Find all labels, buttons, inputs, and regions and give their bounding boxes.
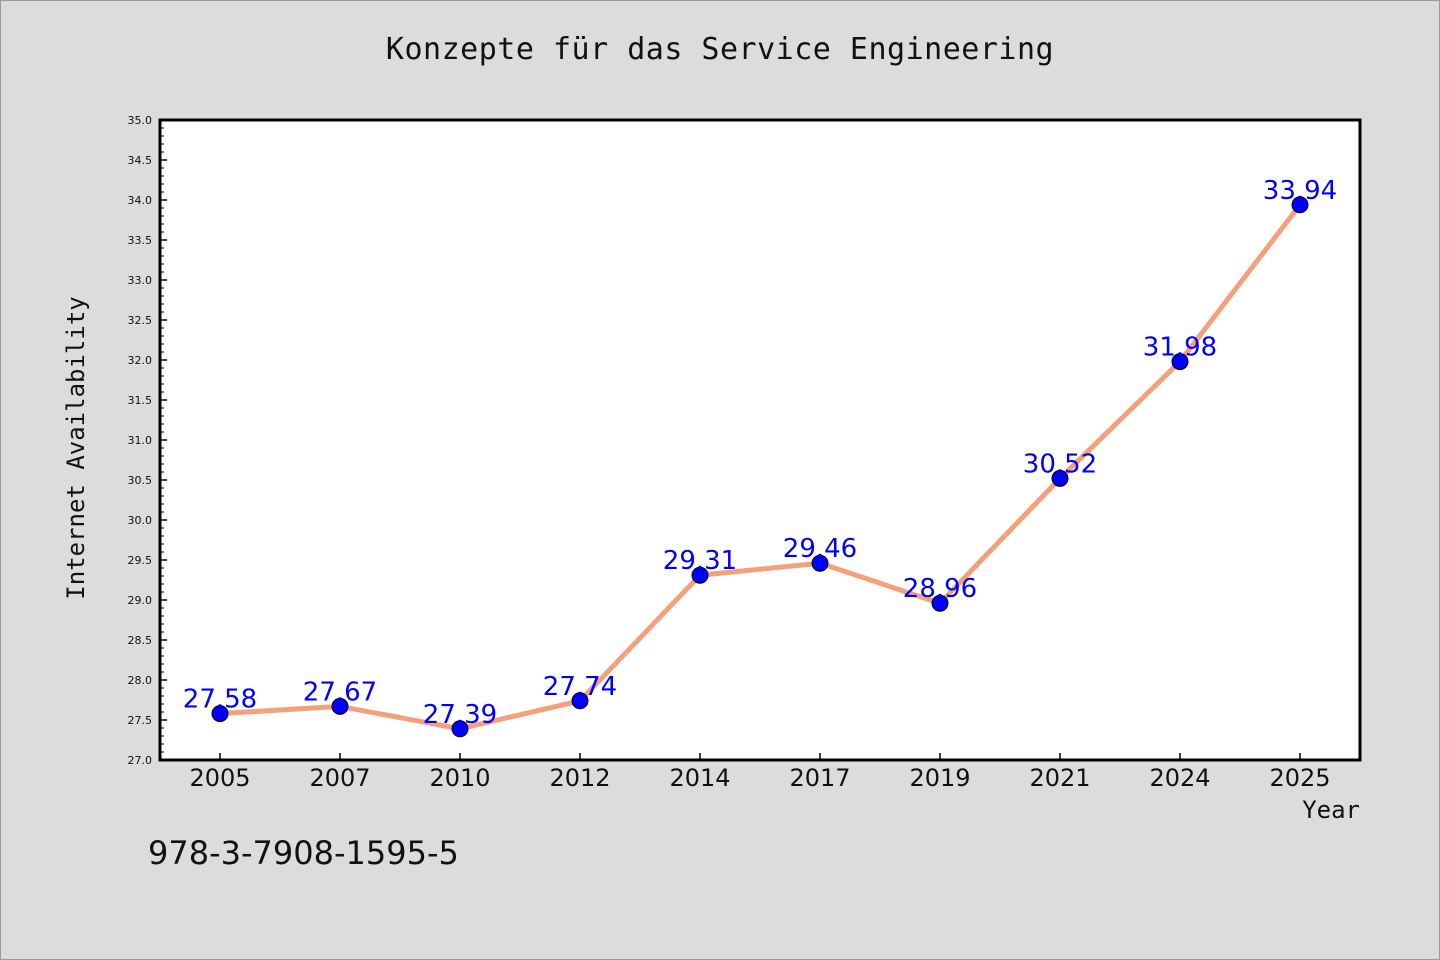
y-axis-ticks: 27.0 27.5 28.0 28.5 29.0 29.5 30.0 30.5 31.0 31.5… xyxy=(128,114,167,767)
data-label: 27.39 xyxy=(423,700,497,730)
y-tick-label: 32.5 xyxy=(128,314,153,327)
data-point xyxy=(331,697,349,715)
x-axis-label: Year xyxy=(1302,796,1360,824)
y-tick-label: 34.5 xyxy=(128,154,153,167)
x-tick-label: 2014 xyxy=(669,764,730,792)
data-point xyxy=(571,692,589,710)
y-tick-label: 29.0 xyxy=(128,594,153,607)
y-tick-label: 34.0 xyxy=(128,194,153,207)
x-tick-label: 2007 xyxy=(309,764,370,792)
y-tick-label: 30.5 xyxy=(128,474,153,487)
y-tick-label: 32.0 xyxy=(128,354,153,367)
data-point xyxy=(1291,196,1309,214)
data-point xyxy=(1051,469,1069,487)
chart-title: Konzepte für das Service Engineering xyxy=(385,32,1055,67)
y-axis-label: Internet Availability xyxy=(62,296,90,600)
data-label: 31.98 xyxy=(1143,333,1217,363)
x-axis-ticks: 2005 2007 2010 2012 2014 2017 2019 2021 2024 2025 xyxy=(189,753,1331,792)
data-label: 29.46 xyxy=(783,534,857,564)
data-label: 29.31 xyxy=(663,546,737,576)
x-tick-label: 2010 xyxy=(429,764,490,792)
data-point xyxy=(691,566,709,584)
data-label-group: 27.58 27.67 27.39 27.74 29.31 29.46 28.96 30.52… xyxy=(183,176,1337,730)
y-tick-label: 33.0 xyxy=(128,274,153,287)
data-point xyxy=(931,594,949,612)
y-tick-label: 33.5 xyxy=(128,234,153,247)
data-point xyxy=(451,720,469,738)
x-tick-label: 2021 xyxy=(1029,764,1090,792)
x-tick-label: 2005 xyxy=(189,764,250,792)
series-line xyxy=(219,203,1302,732)
series-group xyxy=(211,196,1309,738)
data-label: 30.52 xyxy=(1023,449,1097,479)
y-tick-label: 27.5 xyxy=(128,714,153,727)
data-point xyxy=(811,554,829,572)
data-label: 27.67 xyxy=(303,677,377,707)
x-tick-label: 2025 xyxy=(1269,764,1330,792)
plot-area xyxy=(160,120,1360,760)
data-point xyxy=(1171,353,1189,371)
y-tick-label: 31.5 xyxy=(128,394,153,407)
y-tick-label: 31.0 xyxy=(128,434,153,447)
x-tick-label: 2012 xyxy=(549,764,610,792)
data-label: 27.58 xyxy=(183,685,257,715)
y-tick-label: 35.0 xyxy=(128,114,153,127)
data-label: 27.74 xyxy=(543,672,617,702)
data-point xyxy=(211,705,229,723)
y-tick-label: 28.5 xyxy=(128,634,153,647)
x-tick-label: 2019 xyxy=(909,764,970,792)
data-label: 28.96 xyxy=(903,574,977,604)
data-label: 33.94 xyxy=(1263,176,1337,206)
y-tick-label: 30.0 xyxy=(128,514,153,527)
y-tick-label: 27.0 xyxy=(128,754,153,767)
x-tick-label: 2024 xyxy=(1149,764,1210,792)
y-tick-label: 28.0 xyxy=(128,674,153,687)
plot-border xyxy=(158,118,1362,762)
isbn-text: 978-3-7908-1595-5 xyxy=(148,834,459,872)
y-tick-label: 29.5 xyxy=(128,554,153,567)
x-tick-label: 2017 xyxy=(789,764,850,792)
